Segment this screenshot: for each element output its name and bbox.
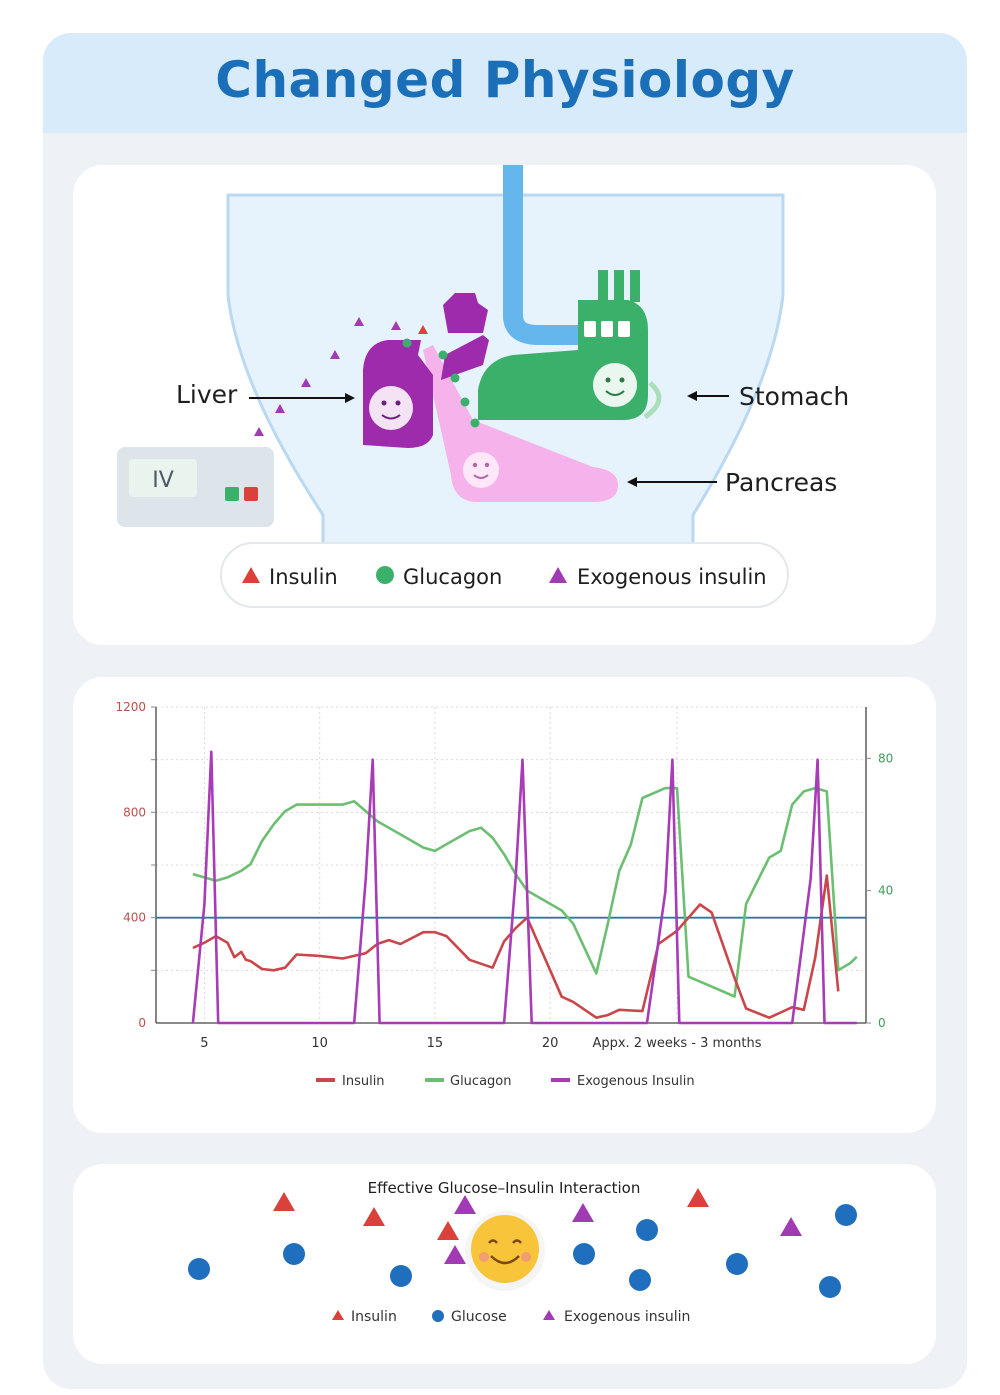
liver-arrow-head <box>345 393 355 403</box>
y-left-tick-label: 800 <box>123 805 146 819</box>
anatomy-legend-insulin: Insulin <box>269 565 338 589</box>
y-right-tick-label: 0 <box>878 1016 886 1030</box>
anatomy-legend-glucagon: Glucagon <box>403 565 502 589</box>
esophagus-tube <box>503 165 593 345</box>
liver-label: Liver <box>176 380 238 409</box>
interaction-legend-glucose: Glucose <box>451 1309 507 1325</box>
legend-insulin-icon <box>242 567 260 583</box>
pancreas-label: Pancreas <box>725 468 837 497</box>
x-tick-label: 15 <box>427 1036 444 1051</box>
exogenous-insulin-triangles <box>254 317 401 436</box>
legend-insulin-icon-2 <box>332 1310 344 1320</box>
insulin-triangles <box>273 1188 709 1240</box>
chart-legend-insulin: Insulin <box>342 1074 385 1089</box>
y-left-tick-label: 400 <box>123 911 146 925</box>
infographic-panel: Changed Physiology <box>43 33 967 1389</box>
pancreas-arrow-head <box>627 477 637 487</box>
series-line-exogenous-insulin <box>191 750 857 1025</box>
series-line-insulin <box>192 874 840 1020</box>
liver-organ <box>363 293 489 448</box>
exogenous-insulin-triangles-2 <box>444 1195 802 1264</box>
interaction-title: Effective Glucose–Insulin Interaction <box>368 1179 641 1197</box>
pancreas-organ <box>423 345 618 502</box>
x-tick-label: 10 <box>311 1036 328 1051</box>
interaction-legend-exogenous: Exogenous insulin <box>564 1309 690 1325</box>
glucagon-dots <box>402 338 480 428</box>
hormone-chart: 5 10 15 20 Appx. 2 weeks - 3 months040080012… <box>115 700 893 1089</box>
anatomy-diagram: IV Liver Stomach Pancreas Insulin Glucag… <box>117 165 849 608</box>
header-band: Changed Physiology <box>43 33 967 133</box>
chart-card: 5 10 15 20 Appx. 2 weeks - 3 months 0 400 800 12… <box>73 677 936 1133</box>
iv-label: IV <box>152 468 174 493</box>
interaction-diagram: Effective Glucose–Insulin Interaction <box>188 1179 857 1325</box>
x-tick-label: 20 <box>542 1036 559 1051</box>
y-left-tick-label: 1200 <box>115 700 146 714</box>
legend-glucose-icon <box>432 1310 444 1322</box>
stomach-label: Stomach <box>739 382 849 411</box>
glucose-dots <box>188 1204 857 1298</box>
y-right-tick-label: 40 <box>878 884 893 898</box>
page-title: Changed Physiology <box>215 51 795 109</box>
chart-legend: Insulin Glucagon Exogenous Insulin <box>316 1074 695 1089</box>
x-tick-label: Appx. 2 weeks - 3 months <box>592 1036 761 1051</box>
legend-exogenous-insulin-icon <box>549 567 567 583</box>
interaction-card: Effective Glucose–Insulin Interaction <box>73 1164 936 1364</box>
anatomy-card: IV Liver Stomach Pancreas Insulin Glucag… <box>73 165 936 645</box>
stomach-arrow-head <box>687 391 697 401</box>
stomach-organ <box>478 270 662 420</box>
chart-legend-glucagon: Glucagon <box>450 1074 511 1089</box>
happy-face-icon <box>465 1211 545 1291</box>
anatomy-legend-exogenous: Exogenous insulin <box>577 565 767 589</box>
y-right-tick-label: 80 <box>878 751 893 765</box>
chart-legend-exogenous-insulin: Exogenous Insulin <box>577 1074 695 1089</box>
interaction-legend-insulin: Insulin <box>351 1309 397 1325</box>
x-tick-label: 5 <box>200 1036 208 1051</box>
legend-exogenous-insulin-icon-2 <box>543 1310 555 1320</box>
anatomy-legend-box <box>220 542 789 608</box>
y-left-tick-label: 0 <box>138 1016 146 1030</box>
insulin-triangle <box>418 325 428 334</box>
iv-pump <box>117 447 274 527</box>
legend-glucagon-icon <box>376 566 394 584</box>
